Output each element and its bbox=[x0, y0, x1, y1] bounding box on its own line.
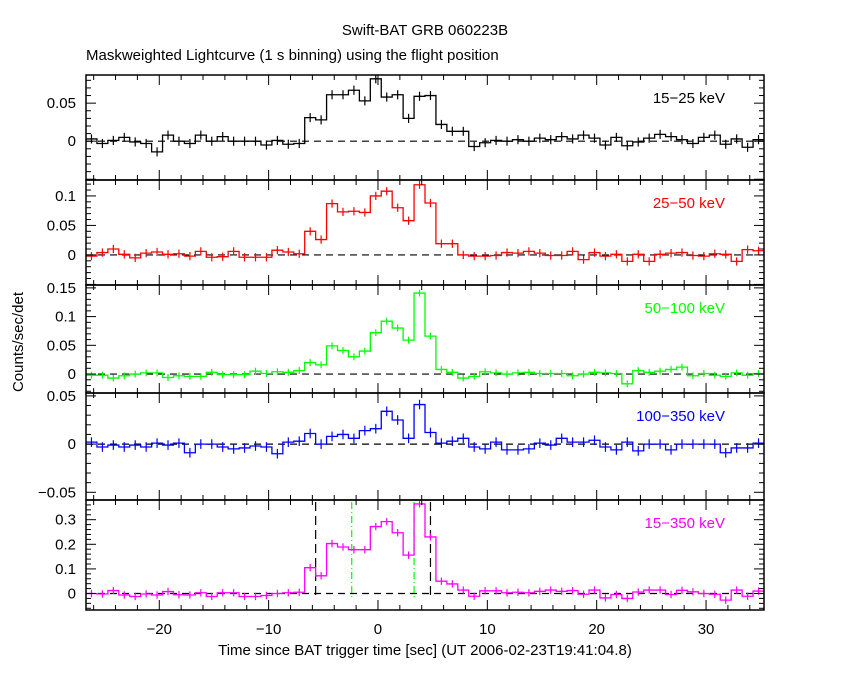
x-tick-label: −20 bbox=[147, 621, 172, 638]
y-tick-label: 0.2 bbox=[55, 536, 76, 553]
y-tick-label: −0.05 bbox=[38, 484, 76, 501]
y-tick-label: 0 bbox=[68, 586, 76, 603]
chart-subtitle: Maskweighted Lightcurve (1 s binning) us… bbox=[86, 47, 499, 64]
x-axis-label: Time since BAT trigger time [sec] (UT 20… bbox=[218, 642, 632, 659]
panel-3: −0.05 0 0.05 100−350 keV bbox=[38, 388, 765, 501]
panel-frame bbox=[85, 499, 765, 611]
x-tick-label: 0 bbox=[374, 621, 382, 638]
lightcurve-step-line bbox=[86, 184, 764, 263]
panel-1: 0 0.05 0.1 25−50 keV bbox=[47, 179, 765, 286]
y-tick-label: 0 bbox=[68, 436, 76, 453]
y-tick-label: 0.05 bbox=[47, 95, 76, 112]
x-tick-label: 20 bbox=[588, 621, 605, 638]
y-tick-label: 0.1 bbox=[55, 309, 76, 326]
y-tick-label: 0.05 bbox=[47, 337, 76, 354]
y-tick-label: 0.05 bbox=[47, 217, 76, 234]
band-label: 100−350 keV bbox=[636, 408, 725, 425]
y-tick-label: 0 bbox=[68, 133, 76, 150]
y-tick-label: 0.1 bbox=[55, 561, 76, 578]
y-tick-label: 0 bbox=[68, 366, 76, 383]
band-label: 15−25 keV bbox=[653, 90, 725, 107]
panel-0: 0 0.05 15−25 keV bbox=[47, 74, 765, 181]
y-tick-label: 0 bbox=[68, 247, 76, 264]
y-tick-label: 0.15 bbox=[47, 280, 76, 297]
y-tick-label: 0.1 bbox=[55, 188, 76, 205]
x-tick-label: −10 bbox=[256, 621, 281, 638]
chart-title: Swift-BAT GRB 060223B bbox=[342, 22, 508, 39]
y-tick-label: 0.05 bbox=[47, 388, 76, 405]
x-tick-label: 10 bbox=[479, 621, 496, 638]
lightcurve-step-line bbox=[86, 503, 764, 601]
band-label: 25−50 keV bbox=[653, 195, 725, 212]
band-label: 15−350 keV bbox=[645, 515, 726, 532]
band-label: 50−100 keV bbox=[645, 300, 726, 317]
y-tick-label: 0.3 bbox=[55, 512, 76, 529]
panel-2: 0 0.05 0.1 0.15 50−100 keV bbox=[47, 280, 765, 394]
x-tick-label: 30 bbox=[698, 621, 715, 638]
y-axis-label: Counts/sec/det bbox=[10, 291, 27, 392]
lightcurve-step-line bbox=[86, 292, 764, 385]
panel-4: 0 0.1 0.2 0.3 15−350 keV bbox=[55, 499, 765, 611]
